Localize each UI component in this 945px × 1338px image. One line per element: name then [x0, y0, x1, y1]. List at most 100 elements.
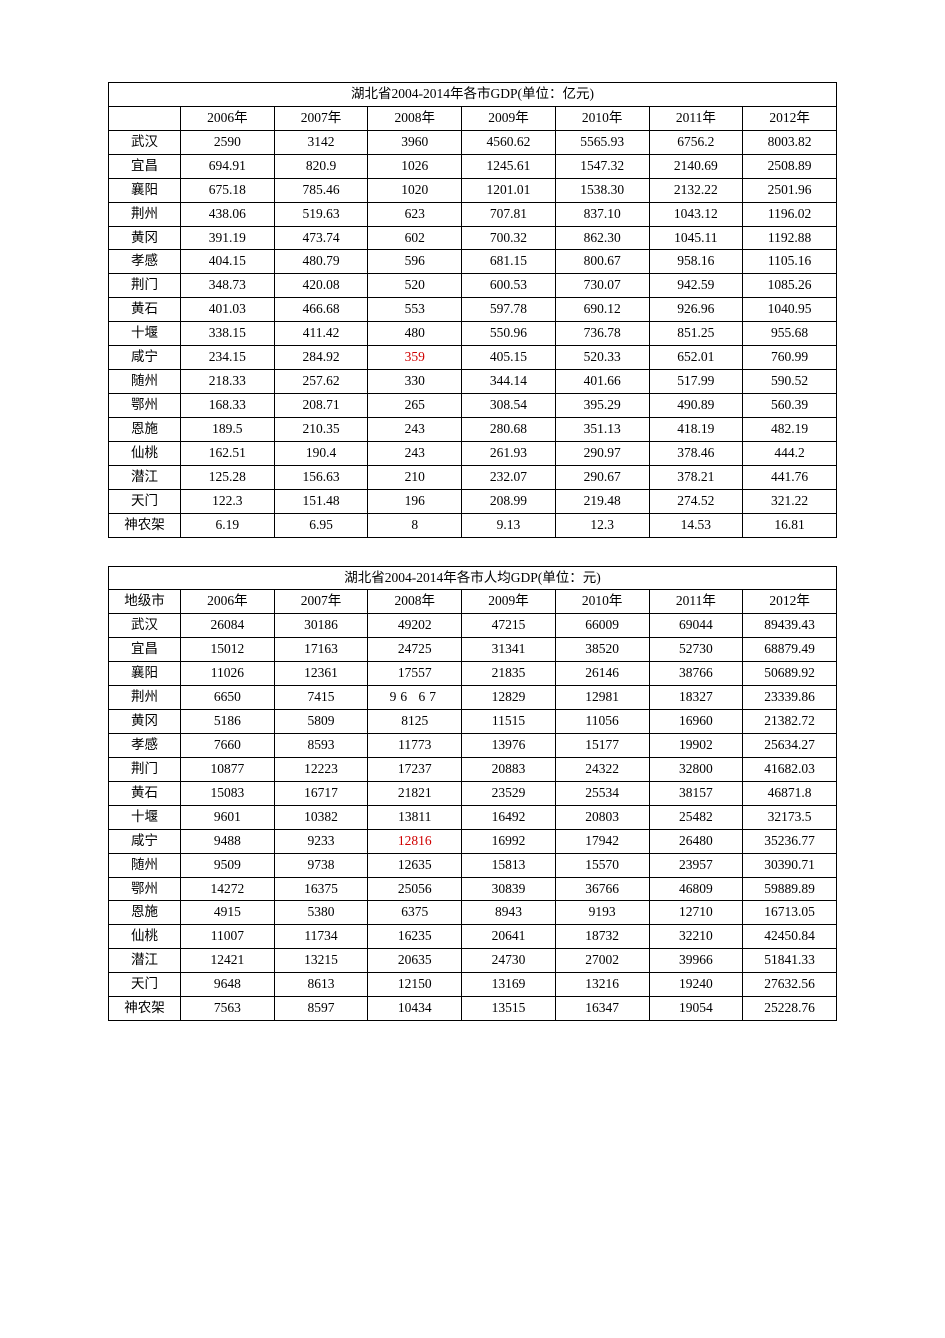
value-cell: 68879.49 [743, 638, 837, 662]
value-cell: 1040.95 [743, 298, 837, 322]
value-cell: 122.3 [181, 489, 275, 513]
value-cell: 12.3 [555, 513, 649, 537]
city-cell: 鄂州 [109, 877, 181, 901]
value-cell: 1196.02 [743, 202, 837, 226]
value-cell: 9.13 [462, 513, 556, 537]
value-cell: 30390.71 [743, 853, 837, 877]
value-cell: 11026 [181, 662, 275, 686]
value-cell: 9738 [274, 853, 368, 877]
column-header: 2012年 [743, 590, 837, 614]
value-cell: 6.19 [181, 513, 275, 537]
value-cell: 736.78 [555, 322, 649, 346]
value-cell: 156.63 [274, 465, 368, 489]
city-cell: 宜昌 [109, 154, 181, 178]
gdp-table-container: 湖北省2004-2014年各市GDP(单位：亿元)2006年2007年2008年… [108, 82, 837, 538]
value-cell: 280.68 [462, 417, 556, 441]
value-cell: 1085.26 [743, 274, 837, 298]
value-cell: 13215 [274, 949, 368, 973]
value-cell: 16347 [555, 997, 649, 1021]
value-cell: 11773 [368, 733, 462, 757]
city-cell: 武汉 [109, 130, 181, 154]
value-cell: 190.4 [274, 441, 368, 465]
value-cell: 7660 [181, 733, 275, 757]
table-row: 宜昌15012171632472531341385205273068879.49 [109, 638, 837, 662]
value-cell: 69044 [649, 614, 743, 638]
city-cell: 潜江 [109, 949, 181, 973]
column-header: 2007年 [274, 106, 368, 130]
city-cell: 恩施 [109, 417, 181, 441]
gdp-table: 湖北省2004-2014年各市GDP(单位：亿元)2006年2007年2008年… [108, 82, 837, 538]
value-cell: 520.33 [555, 346, 649, 370]
value-cell: 5380 [274, 901, 368, 925]
value-cell: 18327 [649, 686, 743, 710]
city-cell: 黄石 [109, 781, 181, 805]
value-cell: 10382 [274, 805, 368, 829]
value-cell: 330 [368, 370, 462, 394]
city-cell: 鄂州 [109, 393, 181, 417]
value-cell: 17557 [368, 662, 462, 686]
city-cell: 神农架 [109, 997, 181, 1021]
value-cell: 550.96 [462, 322, 556, 346]
value-cell: 9488 [181, 829, 275, 853]
value-cell: 218.33 [181, 370, 275, 394]
city-cell: 仙桃 [109, 441, 181, 465]
per-capita-gdp-table-container: 湖北省2004-2014年各市人均GDP(单位：元)地级市2006年2007年2… [108, 566, 837, 1022]
value-cell: 38766 [649, 662, 743, 686]
value-cell: 652.01 [649, 346, 743, 370]
city-cell: 孝感 [109, 250, 181, 274]
value-cell: 234.15 [181, 346, 275, 370]
value-cell: 391.19 [181, 226, 275, 250]
value-cell: 274.52 [649, 489, 743, 513]
city-cell: 咸宁 [109, 829, 181, 853]
value-cell: 596 [368, 250, 462, 274]
value-cell: 27002 [555, 949, 649, 973]
table-row: 随州950997381263515813155702395730390.71 [109, 853, 837, 877]
column-header: 2006年 [181, 590, 275, 614]
value-cell: 8003.82 [743, 130, 837, 154]
value-cell: 401.03 [181, 298, 275, 322]
value-cell: 560.39 [743, 393, 837, 417]
value-cell: 344.14 [462, 370, 556, 394]
value-cell: 517.99 [649, 370, 743, 394]
table-row: 十堰9601103821381116492208032548232173.5 [109, 805, 837, 829]
value-cell: 17237 [368, 757, 462, 781]
column-header: 2007年 [274, 590, 368, 614]
value-cell: 23339.86 [743, 686, 837, 710]
table-row: 宜昌694.91820.910261245.611547.322140.6925… [109, 154, 837, 178]
value-cell: 348.73 [181, 274, 275, 298]
value-cell: 20803 [555, 805, 649, 829]
value-cell: 36766 [555, 877, 649, 901]
value-cell: 290.97 [555, 441, 649, 465]
value-cell: 12150 [368, 973, 462, 997]
value-cell: 9233 [274, 829, 368, 853]
value-cell: 8613 [274, 973, 368, 997]
city-cell: 武汉 [109, 614, 181, 638]
value-cell: 24730 [462, 949, 556, 973]
table-row: 荆门10877122231723720883243223280041682.03 [109, 757, 837, 781]
value-cell: 480 [368, 322, 462, 346]
value-cell: 162.51 [181, 441, 275, 465]
value-cell: 411.42 [274, 322, 368, 346]
table-row: 黄石401.03466.68553597.78690.12926.961040.… [109, 298, 837, 322]
value-cell: 42450.84 [743, 925, 837, 949]
value-cell: 359 [368, 346, 462, 370]
city-cell: 天门 [109, 489, 181, 513]
value-cell: 189.5 [181, 417, 275, 441]
value-cell: 5565.93 [555, 130, 649, 154]
value-cell: 6375 [368, 901, 462, 925]
value-cell: 8943 [462, 901, 556, 925]
value-cell: 125.28 [181, 465, 275, 489]
table-row: 咸宁234.15284.92359405.15520.33652.01760.9… [109, 346, 837, 370]
value-cell: 2508.89 [743, 154, 837, 178]
value-cell: 441.76 [743, 465, 837, 489]
column-header: 2008年 [368, 590, 462, 614]
value-cell: 20883 [462, 757, 556, 781]
value-cell: 261.93 [462, 441, 556, 465]
table-row: 恩施491553806375894391931271016713.05 [109, 901, 837, 925]
value-cell: 46871.8 [743, 781, 837, 805]
column-header-city [109, 106, 181, 130]
value-cell: 480.79 [274, 250, 368, 274]
value-cell: 243 [368, 441, 462, 465]
value-cell: 395.29 [555, 393, 649, 417]
table-row: 黄冈391.19473.74602700.32862.301045.111192… [109, 226, 837, 250]
